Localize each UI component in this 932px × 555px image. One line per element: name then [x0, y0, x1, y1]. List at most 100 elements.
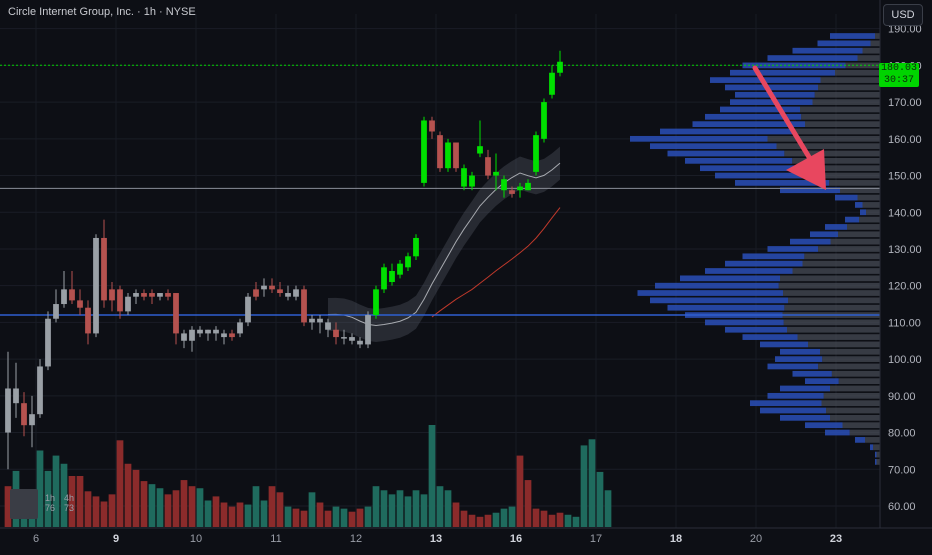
candle [269, 278, 275, 294]
profile-bar-gray [849, 429, 880, 436]
volume-bar [412, 490, 420, 527]
x-tick-label: 10 [190, 533, 202, 545]
candle-body [405, 256, 411, 268]
volume-bar [204, 500, 212, 527]
candle-body [493, 171, 499, 176]
candle [477, 120, 483, 158]
profile-bar-gray [829, 180, 880, 186]
volume-bar [380, 490, 388, 527]
candle [237, 318, 243, 338]
volume-bar [284, 506, 292, 527]
volume-bar [268, 486, 276, 527]
candle [549, 65, 555, 99]
volume-bar [396, 490, 404, 527]
profile-bar-gray [788, 297, 880, 304]
candle-body [501, 179, 507, 191]
profile-bar-gray [838, 231, 880, 238]
volume-bar [156, 488, 164, 527]
candle [285, 285, 291, 301]
profile-bar-blue [730, 69, 835, 76]
volume-bar [452, 502, 460, 527]
profile-bar-gray [767, 135, 880, 142]
volume-bar [348, 511, 356, 527]
last-price-value: 180.03 [880, 63, 917, 74]
profile-bar-gray [876, 459, 880, 465]
x-tick-label: 18 [670, 533, 682, 545]
candle [557, 50, 563, 77]
y-tick-label: 190.00 [888, 24, 922, 36]
candle [245, 293, 251, 327]
profile-bar-gray [876, 451, 880, 458]
profile-bar-gray [783, 290, 880, 296]
x-tick-label: 13 [430, 533, 442, 545]
profile-bar-blue [825, 224, 847, 230]
volume-bar [476, 516, 484, 527]
profile-bar-gray [823, 392, 880, 399]
candle-body [317, 318, 323, 323]
candle-body [165, 293, 171, 297]
y-tick-label: 100.00 [888, 354, 922, 366]
candle [413, 234, 419, 260]
candle-body [269, 285, 275, 290]
candle [485, 149, 491, 180]
volume-bar [252, 486, 260, 527]
timeframe-box[interactable]: 1h 76 4h 73 [8, 487, 88, 523]
candle [213, 326, 219, 341]
candle-body [45, 318, 51, 367]
candle-body [237, 322, 243, 334]
x-tick-label: 12 [350, 533, 362, 545]
candle-body [525, 182, 531, 191]
candle-body [53, 304, 59, 319]
candle-body [533, 135, 539, 172]
y-tick-label: 80.00 [888, 428, 916, 440]
volume-bar [500, 508, 508, 527]
candle-body [125, 296, 131, 312]
candle-body [37, 366, 43, 415]
candle [365, 311, 371, 349]
volume-bar [316, 502, 324, 527]
currency-button[interactable]: USD [883, 4, 923, 26]
volume-bar [404, 496, 412, 527]
timeframe-square-icon [10, 489, 38, 519]
profile-bar-gray [862, 47, 880, 54]
volume-bar [308, 492, 316, 527]
candle-body [453, 142, 459, 169]
candle-body [205, 329, 211, 334]
profile-bar-gray [857, 55, 880, 61]
profile-bar-gray [792, 157, 880, 164]
profile-bar-blue [735, 91, 815, 98]
profile-bar-blue [780, 414, 830, 421]
profile-bar-blue [780, 385, 830, 392]
profile-bar-gray [802, 260, 880, 267]
volume-bar [604, 490, 612, 527]
profile-bar-blue [875, 451, 877, 458]
candle-body [357, 340, 363, 345]
profile-bar-blue [730, 99, 813, 105]
candle-body [541, 102, 547, 139]
candle-body [373, 289, 379, 316]
candle-body [109, 289, 115, 301]
timeframe-value-1h: 76 [45, 503, 56, 513]
volume-bar [52, 455, 60, 527]
candle-body [141, 293, 147, 297]
volume-bar [92, 496, 100, 527]
profile-bar-blue [700, 165, 808, 172]
candle [5, 351, 11, 470]
volume-bar [596, 471, 604, 527]
timeframe-label-1h: 1h [45, 493, 56, 503]
profile-bar-gray [875, 33, 880, 39]
x-tick-label: 6 [33, 533, 39, 545]
profile-bar-gray [840, 187, 880, 194]
profile-bar-blue [650, 297, 788, 304]
profile-bar-blue [780, 348, 820, 355]
candle-body [469, 175, 475, 187]
profile-bar-gray [787, 326, 880, 333]
profile-bar-gray [826, 407, 880, 414]
volume-bar [588, 439, 596, 527]
candle-body [85, 307, 91, 334]
volume-bar [68, 476, 76, 527]
candle-body [213, 329, 219, 334]
candle-body [549, 72, 555, 95]
